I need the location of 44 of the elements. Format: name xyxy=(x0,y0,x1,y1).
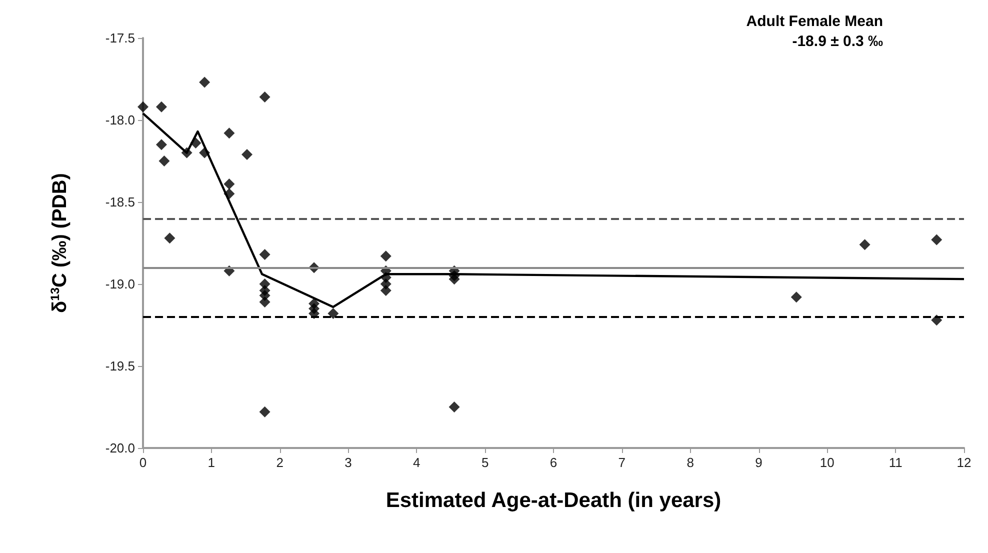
point xyxy=(259,92,270,103)
x-tick-label: 12 xyxy=(956,455,972,470)
point xyxy=(448,402,460,412)
point xyxy=(328,308,339,320)
x-tick-label: 0 xyxy=(139,455,147,470)
point xyxy=(156,101,167,112)
x-tick-label: 3 xyxy=(344,455,352,470)
x-tick-label: 4 xyxy=(413,455,420,470)
y-axis-title: δ13C (‰) (PDB) xyxy=(48,173,71,313)
x-tick-label: 11 xyxy=(888,455,902,470)
x-tick-label: 2 xyxy=(276,455,284,470)
point xyxy=(241,148,252,160)
point xyxy=(380,250,392,262)
point xyxy=(158,156,170,166)
x-tick-label: 8 xyxy=(686,455,694,470)
y-tick-label: -18.0 xyxy=(105,112,135,128)
y-tick-label: -19.0 xyxy=(105,276,135,292)
point xyxy=(448,274,460,285)
y-tick-label: -20.0 xyxy=(105,440,135,456)
annotation: -18.9 ± 0.3 ‰ xyxy=(792,33,883,50)
y-tick-label: -18.5 xyxy=(105,194,135,210)
point xyxy=(380,285,392,296)
text: Adult Female Mean xyxy=(746,13,884,30)
y-tick-label: -19.5 xyxy=(105,358,135,374)
y-tick-label: -17.5 xyxy=(105,30,135,46)
point xyxy=(859,239,870,250)
point xyxy=(156,139,167,150)
x-axis-title: Estimated Age-at-Death (in years) xyxy=(386,489,722,512)
point xyxy=(259,248,270,260)
x-tick-label: 1 xyxy=(208,455,216,470)
point xyxy=(138,101,148,112)
x-tick-label: 6 xyxy=(550,455,558,470)
point xyxy=(199,76,210,88)
point xyxy=(224,178,235,190)
point xyxy=(259,296,270,308)
point xyxy=(164,232,176,244)
x-tick-label: 9 xyxy=(755,455,762,470)
point xyxy=(259,406,270,418)
x-tick-label: 7 xyxy=(618,455,626,470)
point xyxy=(790,292,802,303)
point xyxy=(931,234,942,246)
x-tick-label: 10 xyxy=(820,455,834,470)
x-tick-label: 5 xyxy=(481,455,489,470)
point xyxy=(224,128,235,139)
